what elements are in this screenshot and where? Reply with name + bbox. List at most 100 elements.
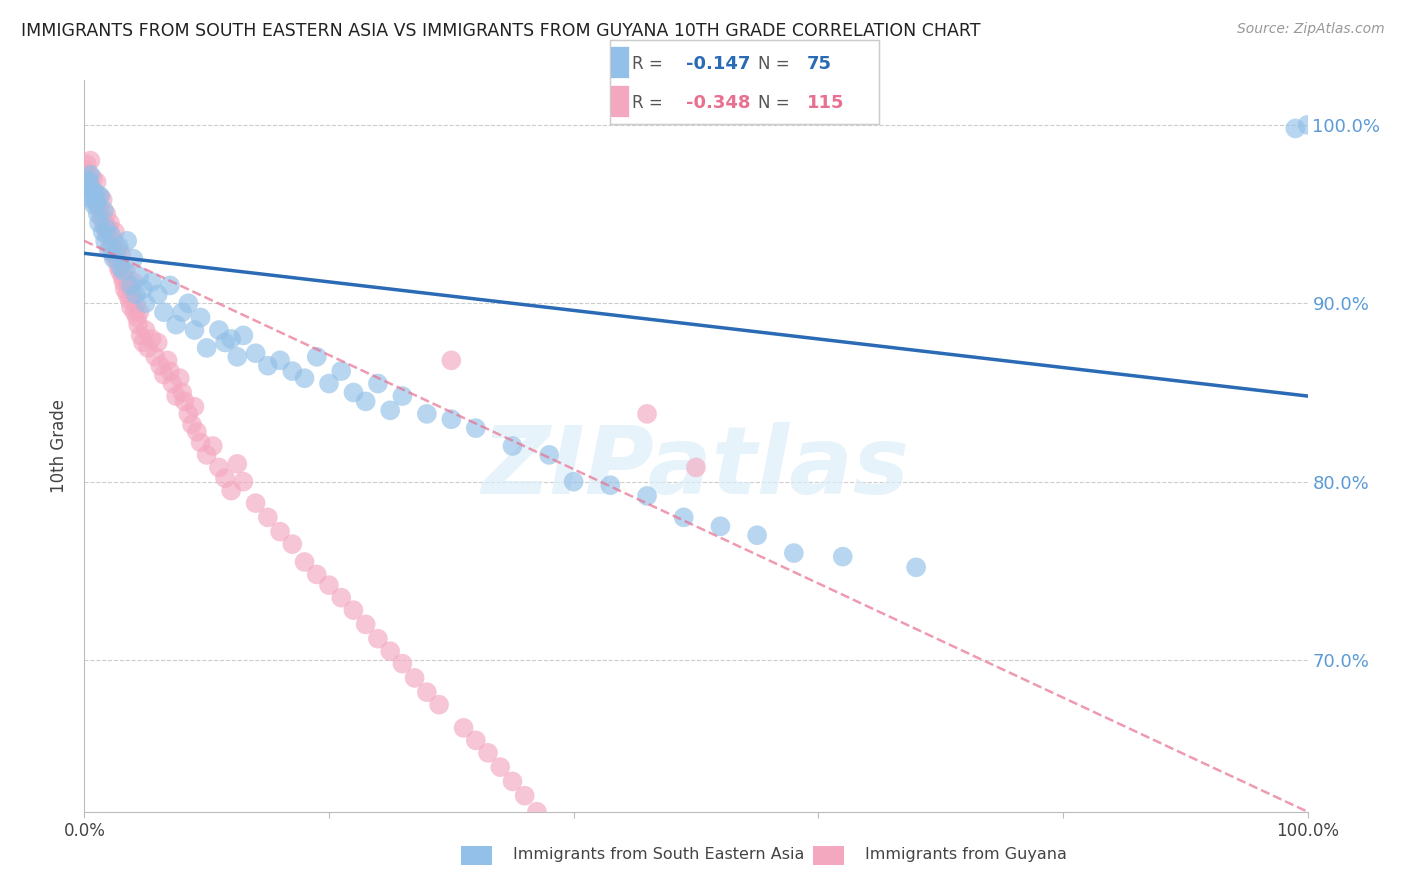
Point	[87, 189, 110, 203]
Point	[294, 555, 316, 569]
Text: N =: N =	[758, 54, 790, 72]
Point	[232, 328, 254, 343]
Point	[226, 457, 249, 471]
Point	[214, 335, 236, 350]
Point	[257, 359, 280, 373]
Point	[112, 275, 135, 289]
Point	[132, 282, 155, 296]
Point	[76, 157, 98, 171]
Point	[177, 407, 200, 421]
Point	[318, 578, 340, 592]
Point	[391, 657, 413, 671]
Text: 115: 115	[807, 95, 844, 112]
Text: R =: R =	[631, 95, 662, 112]
Point	[127, 318, 149, 332]
Point	[562, 475, 585, 489]
Point	[783, 546, 806, 560]
Point	[685, 460, 707, 475]
Point	[89, 203, 111, 218]
Point	[103, 252, 125, 266]
Point	[80, 180, 103, 194]
Point	[122, 252, 145, 266]
Text: 75: 75	[807, 54, 832, 72]
Point	[135, 296, 157, 310]
Point	[232, 475, 254, 489]
Point	[107, 239, 129, 253]
Point	[96, 207, 118, 221]
Point	[86, 175, 108, 189]
Text: N =: N =	[758, 95, 790, 112]
Point	[427, 698, 450, 712]
Point	[132, 335, 155, 350]
Point	[96, 221, 118, 235]
Point	[162, 376, 184, 391]
Point	[404, 671, 426, 685]
Text: Source: ZipAtlas.com: Source: ZipAtlas.com	[1237, 22, 1385, 37]
Point	[83, 186, 105, 200]
Point	[105, 243, 128, 257]
Point	[245, 496, 267, 510]
Point	[183, 400, 205, 414]
Point	[75, 171, 97, 186]
Point	[538, 817, 561, 831]
Point	[281, 537, 304, 551]
Point	[77, 168, 100, 182]
Point	[165, 389, 187, 403]
Point	[440, 353, 463, 368]
Point	[201, 439, 224, 453]
Point	[538, 448, 561, 462]
Point	[440, 412, 463, 426]
Point	[477, 746, 499, 760]
Point	[83, 198, 105, 212]
Text: IMMIGRANTS FROM SOUTH EASTERN ASIA VS IMMIGRANTS FROM GUYANA 10TH GRADE CORRELAT: IMMIGRANTS FROM SOUTH EASTERN ASIA VS IM…	[21, 22, 980, 40]
Point	[183, 323, 205, 337]
Point	[141, 275, 163, 289]
Point	[125, 296, 148, 310]
Point	[186, 425, 208, 439]
Text: Immigrants from South Eastern Asia: Immigrants from South Eastern Asia	[513, 847, 804, 862]
Point	[125, 310, 148, 325]
Point	[391, 389, 413, 403]
Point	[104, 246, 127, 260]
Point	[380, 644, 402, 658]
Point	[104, 225, 127, 239]
Point	[208, 323, 231, 337]
Point	[111, 269, 134, 284]
Point	[93, 203, 115, 218]
Point	[1296, 118, 1319, 132]
Point	[128, 269, 150, 284]
Point	[181, 417, 204, 432]
Point	[208, 460, 231, 475]
Point	[318, 376, 340, 391]
Point	[114, 282, 136, 296]
Point	[190, 435, 212, 450]
Point	[79, 153, 101, 168]
Point	[91, 193, 114, 207]
Point	[342, 385, 364, 400]
Point	[141, 332, 163, 346]
Point	[636, 407, 658, 421]
Text: ZIPatlas: ZIPatlas	[482, 422, 910, 514]
Point	[121, 287, 143, 301]
Point	[89, 189, 111, 203]
Point	[214, 471, 236, 485]
Point	[489, 760, 512, 774]
Point	[77, 175, 100, 189]
Point	[165, 318, 187, 332]
Point	[97, 221, 120, 235]
Point	[513, 789, 536, 803]
Point	[905, 560, 928, 574]
Point	[1284, 121, 1306, 136]
Point	[143, 350, 166, 364]
Point	[464, 733, 486, 747]
Point	[464, 421, 486, 435]
Point	[94, 221, 117, 235]
Point	[294, 371, 316, 385]
Point	[128, 305, 150, 319]
Point	[153, 368, 176, 382]
Y-axis label: 10th Grade: 10th Grade	[51, 399, 69, 493]
Point	[120, 300, 142, 314]
Point	[330, 591, 353, 605]
Point	[86, 194, 108, 209]
Point	[98, 216, 121, 230]
